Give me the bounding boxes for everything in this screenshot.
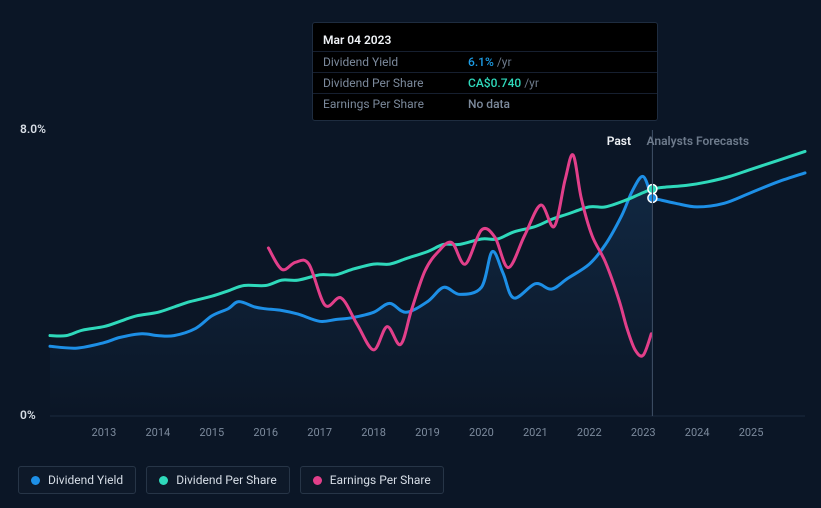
legend-item[interactable]: Earnings Per Share (300, 466, 444, 494)
x-axis-tick-label: 2014 (145, 426, 170, 439)
legend-item-label: Dividend Yield (48, 473, 123, 487)
tooltip-row: Dividend Per ShareCA$0.740/yr (313, 72, 657, 93)
tooltip-row-label: Earnings Per Share (323, 97, 468, 111)
tooltip-row-value: 6.1% (468, 55, 494, 69)
tooltip-row-label: Dividend Per Share (323, 76, 468, 90)
x-axis-tick-label: 2023 (631, 426, 656, 439)
x-axis-tick-label: 2021 (523, 426, 548, 439)
past-forecast-divider (652, 130, 653, 416)
x-axis-tick-label: 2016 (253, 426, 278, 439)
legend-item[interactable]: Dividend Per Share (146, 466, 290, 494)
legend-dot-icon (159, 476, 168, 485)
y-axis-tick-label: 8.0% (20, 122, 46, 136)
legend-dot-icon (31, 476, 40, 485)
x-axis-tick-label: 2025 (739, 426, 764, 439)
x-axis-tick-label: 2022 (577, 426, 602, 439)
forecast-region-label: Analysts Forecasts (647, 134, 749, 148)
past-region-label: Past (607, 134, 631, 148)
x-axis-tick-label: 2018 (361, 426, 386, 439)
x-axis-tick-label: 2015 (199, 426, 224, 439)
x-axis-tick-label: 2020 (469, 426, 494, 439)
tooltip-row-value: No data (468, 97, 510, 111)
tooltip-row: Dividend Yield6.1%/yr (313, 51, 657, 72)
chart-legend: Dividend Yield Dividend Per Share Earnings… (18, 466, 444, 494)
tooltip-row-value: CA$0.740 (468, 76, 521, 90)
legend-item-label: Dividend Per Share (176, 473, 277, 487)
tooltip-row-unit: /yr (497, 55, 512, 69)
tooltip-row-label: Dividend Yield (323, 55, 468, 69)
tooltip-date: Mar 04 2023 (313, 29, 657, 51)
legend-item[interactable]: Dividend Yield (18, 466, 136, 494)
legend-dot-icon (313, 476, 322, 485)
x-axis-tick-label: 2019 (415, 426, 440, 439)
y-axis-tick-label: 0% (20, 408, 36, 422)
legend-item-label: Earnings Per Share (330, 473, 431, 487)
tooltip-row: Earnings Per ShareNo data (313, 93, 657, 114)
chart-tooltip: Mar 04 2023 Dividend Yield6.1%/yrDividen… (312, 22, 658, 121)
x-axis-tick-label: 2017 (307, 426, 332, 439)
x-axis-tick-label: 2024 (685, 426, 710, 439)
x-axis-tick-label: 2013 (92, 426, 117, 439)
tooltip-row-unit: /yr (524, 76, 539, 90)
